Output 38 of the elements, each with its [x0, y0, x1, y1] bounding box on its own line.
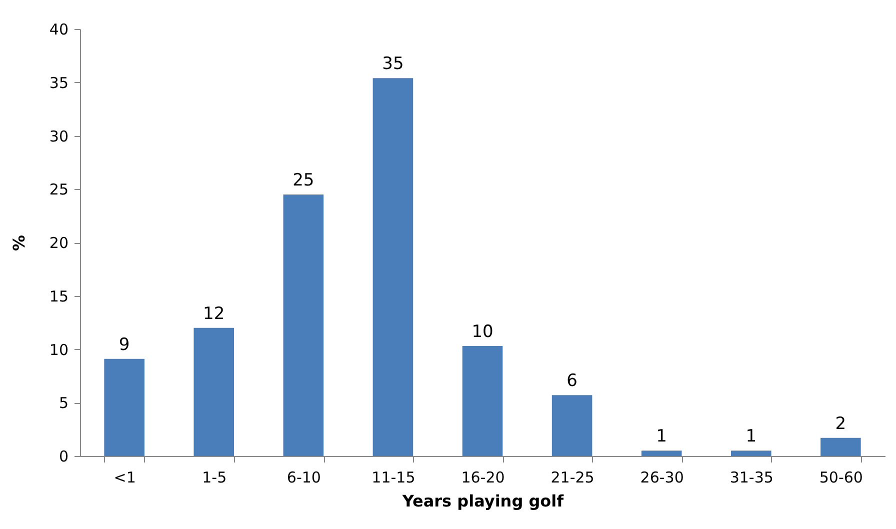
bar	[194, 328, 234, 456]
x-tick-label: 50-60	[819, 468, 863, 486]
y-axis-title: %	[9, 234, 28, 252]
data-label: 1	[656, 426, 667, 447]
x-tick-label: <1	[114, 468, 136, 486]
x-tick-label: 21-25	[550, 468, 594, 486]
y-tick-label: 25	[49, 180, 68, 199]
y-tick-label: 20	[49, 234, 68, 252]
data-label: 2	[835, 414, 846, 434]
data-label: 25	[292, 170, 314, 190]
bar	[372, 78, 414, 456]
bar	[283, 194, 324, 456]
bar	[820, 438, 861, 456]
x-tick-label: 11-15	[372, 468, 416, 486]
y-tick-label: 10	[49, 340, 68, 359]
data-label: 10	[472, 322, 494, 342]
y-tick-label: 40	[49, 20, 68, 38]
y-tick-label: 35	[49, 74, 68, 92]
x-axis-title: Years playing golf	[401, 492, 565, 510]
data-label: 6	[566, 371, 578, 392]
data-label: 35	[382, 54, 404, 74]
y-tick-label: 5	[58, 394, 68, 412]
bar	[462, 346, 503, 456]
bar	[730, 450, 772, 456]
x-tick-label: 26-30	[640, 468, 684, 486]
y-tick-label: 30	[49, 127, 68, 146]
bar	[641, 450, 682, 456]
x-tick-label: 1-5	[202, 468, 227, 486]
data-label: 12	[203, 304, 225, 324]
x-tick-label: 6-10	[286, 468, 321, 486]
y-tick-label: 0	[58, 448, 68, 466]
x-tick-label: 16-20	[461, 468, 505, 486]
x-tick-label: 31-35	[730, 468, 774, 486]
y-tick-label: 15	[49, 287, 68, 306]
data-label: 9	[118, 334, 130, 355]
bar	[552, 395, 592, 456]
bar	[104, 358, 144, 456]
data-label: 1	[746, 426, 757, 447]
